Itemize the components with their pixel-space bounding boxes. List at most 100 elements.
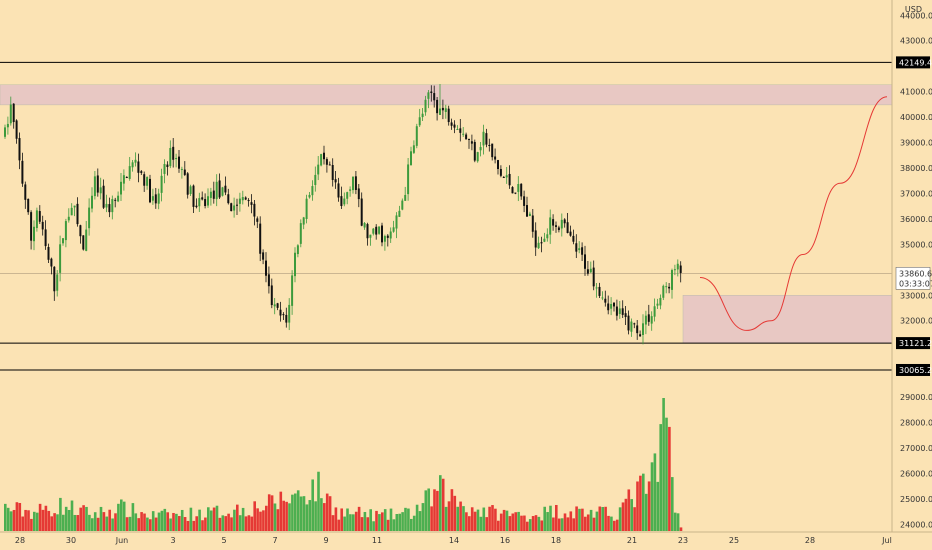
price-tick-label: 26000.00 — [900, 469, 932, 478]
candle — [18, 132, 21, 170]
volume-bar — [607, 515, 610, 531]
candle — [305, 194, 308, 224]
candle — [418, 108, 421, 128]
candle — [67, 208, 70, 223]
volume-bar — [325, 493, 329, 531]
candle — [607, 295, 610, 315]
candle — [64, 218, 67, 248]
time-tick-label: 18 — [551, 536, 561, 545]
volume-bar — [117, 503, 120, 531]
volume-bar — [259, 511, 262, 531]
candle — [633, 322, 636, 329]
volume-bar — [482, 507, 486, 531]
volume-bar — [308, 500, 312, 531]
candle — [285, 307, 288, 328]
price-tick-label: 27000.00 — [900, 444, 932, 453]
candle — [163, 159, 166, 184]
time-tick-label: Jun — [115, 536, 129, 545]
candle — [491, 143, 494, 161]
candle — [227, 188, 230, 205]
candle — [589, 261, 592, 274]
candle — [253, 199, 256, 226]
volume-bar — [180, 509, 184, 531]
candle — [105, 194, 108, 213]
time-tick-label: 23 — [678, 536, 688, 545]
candle — [514, 192, 517, 195]
volume-bar — [514, 512, 517, 531]
volume-bar — [363, 511, 367, 531]
volume-bar — [218, 517, 222, 531]
candle — [639, 330, 642, 337]
volume-bar — [360, 517, 364, 531]
volume-bar — [465, 512, 468, 531]
volume-bar — [163, 508, 167, 531]
candle — [299, 219, 302, 248]
volume-bar — [508, 516, 512, 531]
volume-bar — [317, 471, 320, 531]
volume-bar — [111, 518, 114, 531]
volume-bar — [267, 494, 271, 531]
candle — [166, 161, 169, 176]
candle — [146, 176, 149, 190]
time-tick-label: 28 — [805, 536, 815, 545]
currency-label: USD — [905, 5, 922, 14]
volume-bar — [209, 510, 213, 531]
candle — [557, 225, 560, 233]
candle — [244, 196, 247, 201]
candle — [505, 166, 508, 184]
volume-bar — [639, 475, 642, 531]
price-tick-label: 29000.00 — [900, 393, 932, 402]
volume-bar — [244, 516, 248, 531]
candle — [198, 192, 201, 212]
volume-bar — [215, 505, 219, 531]
candle — [430, 85, 433, 102]
volume-bar — [375, 510, 378, 531]
candle — [415, 123, 418, 149]
volume-bar — [105, 516, 109, 531]
volume-bar — [444, 506, 448, 531]
volume-bar — [662, 398, 665, 531]
candle — [201, 191, 204, 201]
candle — [325, 157, 328, 173]
candle — [91, 187, 93, 213]
volume-bar — [24, 509, 27, 531]
current-price-tag — [895, 267, 931, 290]
volume-bar — [581, 508, 584, 531]
candle — [569, 225, 572, 237]
volume-bar — [642, 473, 645, 531]
candle — [488, 138, 491, 152]
candle-countdown: 03:33:07 — [899, 279, 932, 288]
volume-bar — [183, 517, 187, 531]
volume-bar — [247, 515, 251, 531]
candlesticks — [4, 84, 682, 345]
candle — [447, 105, 450, 126]
volume-bar — [114, 513, 117, 531]
volume-bar — [644, 493, 648, 531]
candle — [212, 181, 215, 204]
volume-bar — [450, 489, 454, 531]
candle — [76, 197, 79, 227]
volume-bar — [47, 510, 51, 531]
volume-bar — [505, 510, 509, 531]
volume-bar — [441, 478, 445, 531]
price-tick-label: 36000.00 — [900, 215, 932, 224]
volume-bar — [227, 513, 230, 531]
volume-bar — [76, 515, 80, 531]
candle — [618, 300, 621, 319]
candle — [563, 218, 566, 228]
time-axis[interactable]: 28 30 Jun 3 5 7 9 11 14 16 18 21 23 25 28 Jul — [15, 536, 892, 545]
candle — [85, 220, 88, 252]
volume-bar — [563, 513, 567, 531]
volume-bar — [166, 512, 169, 531]
candle — [340, 186, 343, 209]
volume-bar — [207, 507, 210, 531]
candle — [584, 245, 586, 276]
candle — [647, 304, 650, 326]
price-axis[interactable]: 44000.00 43000.00 41000.00 40000.00 39000.00… — [900, 11, 932, 529]
candle — [160, 168, 163, 202]
volume-bar — [343, 516, 346, 531]
volume-bar — [543, 506, 546, 531]
candle — [323, 145, 325, 165]
volume-bar — [6, 507, 10, 531]
